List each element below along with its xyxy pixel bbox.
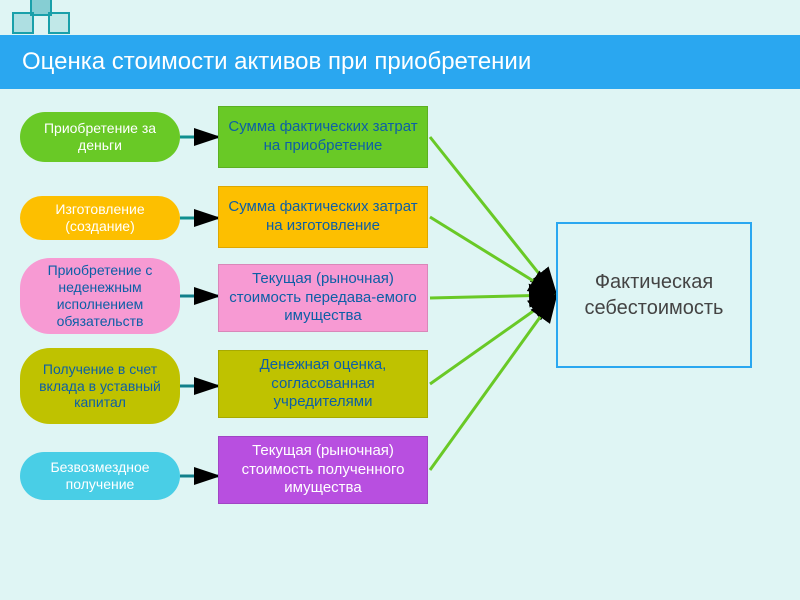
- source-pill-0: Приобретение за деньги: [20, 112, 180, 162]
- source-pill-label: Получение в счет вклада в уставный капит…: [30, 361, 170, 411]
- header-banner: Оценка стоимости активов при приобретени…: [0, 35, 800, 89]
- source-pill-label: Безвозмездное получение: [30, 459, 170, 493]
- result-box: Фактическая себестоимость: [556, 222, 752, 368]
- value-box-label: Сумма фактических затрат на приобретение: [227, 118, 419, 156]
- source-pill-label: Приобретение с неденежным исполнением об…: [30, 262, 170, 329]
- value-box-4: Текущая (рыночная) стоимость полученного…: [218, 436, 428, 504]
- value-box-label: Сумма фактических затрат на изготовление: [227, 198, 419, 236]
- value-box-label: Текущая (рыночная) стоимость полученного…: [227, 442, 419, 498]
- source-pill-label: Приобретение за деньги: [30, 120, 170, 154]
- source-pill-label: Изготовление (создание): [30, 201, 170, 235]
- source-pill-3: Получение в счет вклада в уставный капит…: [20, 348, 180, 424]
- result-text: Фактическая себестоимость: [568, 269, 740, 321]
- value-box-0: Сумма фактических затрат на приобретение: [218, 106, 428, 168]
- value-box-1: Сумма фактических затрат на изготовление: [218, 186, 428, 248]
- value-box-3: Денежная оценка, согласованная учредител…: [218, 350, 428, 418]
- value-box-2: Текущая (рыночная) стоимость передава-ем…: [218, 264, 428, 332]
- source-pill-1: Изготовление (создание): [20, 196, 180, 240]
- header-title: Оценка стоимости активов при приобретени…: [22, 48, 531, 76]
- value-box-label: Текущая (рыночная) стоимость передава-ем…: [227, 270, 419, 326]
- source-pill-4: Безвозмездное получение: [20, 452, 180, 500]
- value-box-label: Денежная оценка, согласованная учредител…: [227, 356, 419, 412]
- source-pill-2: Приобретение с неденежным исполнением об…: [20, 258, 180, 334]
